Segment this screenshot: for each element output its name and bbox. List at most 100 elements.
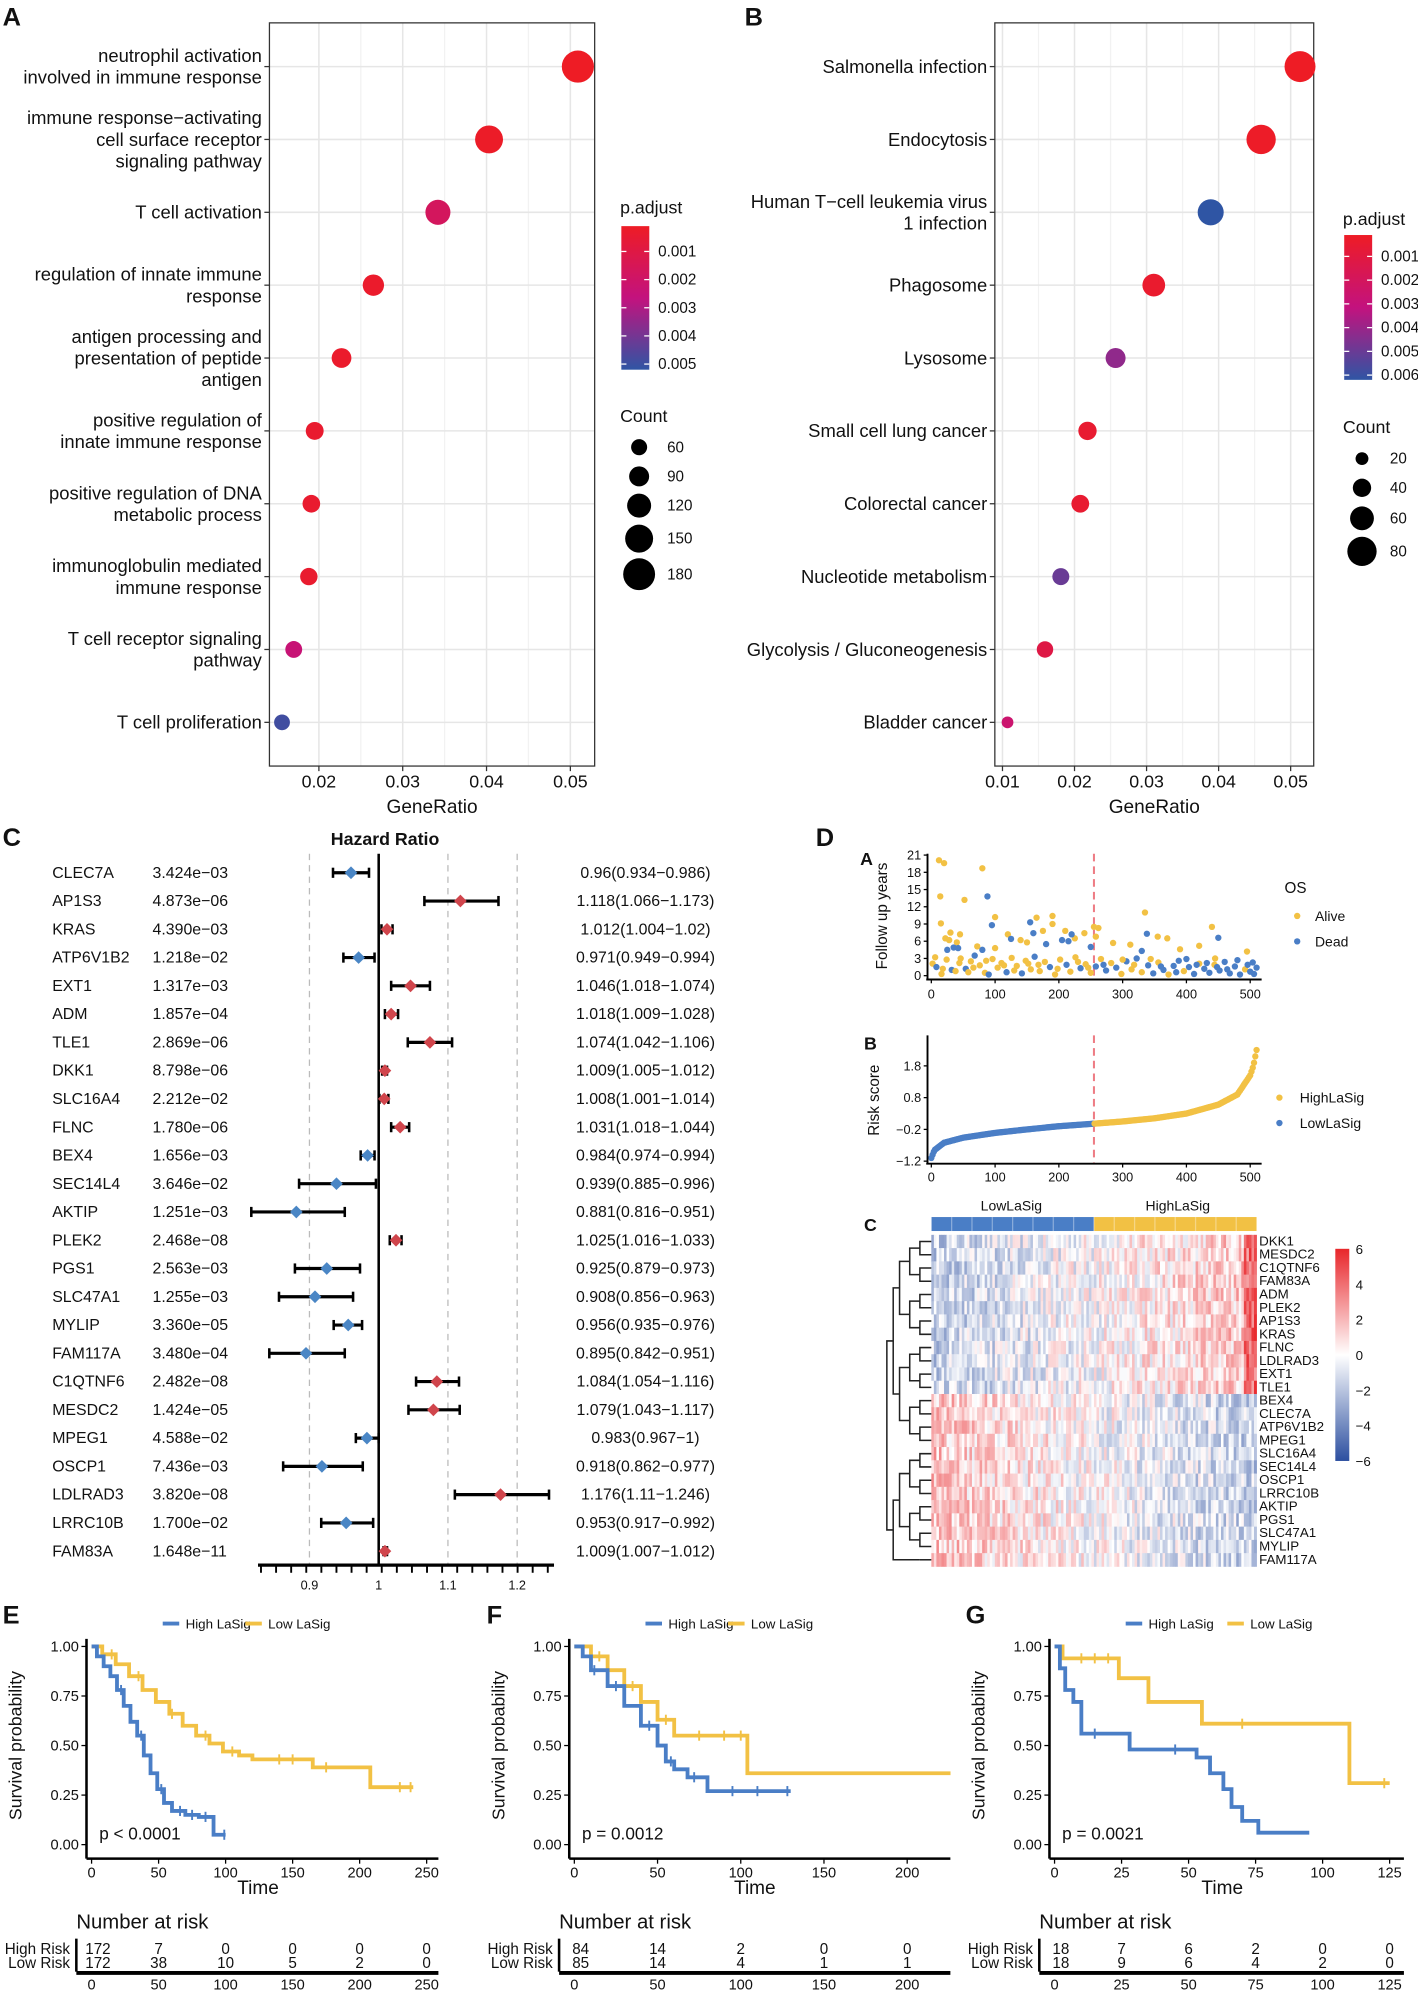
point	[1253, 964, 1260, 971]
dendrogram-branch	[892, 1287, 900, 1395]
heatmap-cell	[1015, 1340, 1019, 1355]
heatmap-cell	[1175, 1287, 1179, 1302]
heatmap-cell	[956, 1460, 960, 1474]
forest-row: ATP6V1B2 1.218e−02 0.971(0.949−0.994)	[52, 950, 715, 967]
heatmap-cell	[1002, 1301, 1006, 1315]
heatmap-cell	[1048, 1327, 1052, 1342]
heatmap-cell	[1180, 1393, 1184, 1408]
gene-name: SEC14L4	[52, 1176, 120, 1193]
heatmap-cell	[1167, 1354, 1171, 1368]
heatmap-cell	[1058, 1553, 1062, 1567]
risk-count: 2	[737, 1941, 745, 1958]
heatmap-cell	[1157, 1327, 1161, 1342]
heatmap-cell	[987, 1234, 991, 1249]
heatmap-cell	[1159, 1234, 1163, 1249]
heatmap-cell	[1030, 1340, 1034, 1355]
heatmap-cell	[1010, 1354, 1014, 1368]
heatmap-cell	[1010, 1367, 1014, 1382]
heatmap-cell	[987, 1473, 991, 1488]
heatmap-cell	[936, 1447, 940, 1461]
heatmap-cell	[1083, 1420, 1087, 1435]
heatmap-cell	[1200, 1407, 1204, 1421]
heatmap-cell	[1063, 1367, 1067, 1382]
heatmap-cell	[1022, 1274, 1026, 1289]
heatmap-cell	[1147, 1248, 1151, 1262]
heatmap-cell	[951, 1539, 955, 1554]
heatmap-cell	[1068, 1433, 1072, 1448]
heatmap-cell	[1193, 1340, 1196, 1355]
heatmap-cell	[1109, 1447, 1113, 1461]
heatmap-cell	[1032, 1274, 1036, 1289]
heatmap-cell	[1142, 1513, 1146, 1528]
heatmap-cell	[946, 1526, 950, 1541]
heatmap-cell	[1086, 1287, 1090, 1302]
heatmap-cell	[1116, 1380, 1120, 1395]
heatmap-cell	[1119, 1367, 1123, 1382]
heatmap-cell	[1243, 1526, 1247, 1541]
heatmap-cell	[1017, 1513, 1021, 1528]
heatmap-cell	[1177, 1301, 1181, 1315]
heatmap-cell	[1129, 1420, 1133, 1435]
heatmap-cell	[1121, 1261, 1125, 1276]
heatmap-cell	[1231, 1486, 1235, 1501]
heatmap-cell	[1050, 1248, 1054, 1262]
heatmap-cell	[982, 1553, 986, 1567]
plot-border	[268, 22, 596, 767]
heatmap-cell	[1241, 1367, 1245, 1382]
heatmap-cell	[1220, 1261, 1224, 1276]
heatmap-cell	[994, 1327, 998, 1342]
hr-diamond	[454, 894, 467, 908]
heatmap-cell	[1180, 1327, 1184, 1342]
heatmap-cell	[964, 1340, 968, 1355]
heatmap-cell	[974, 1513, 978, 1528]
heatmap-cell	[1126, 1460, 1130, 1474]
heatmap-cell	[1017, 1261, 1021, 1276]
heatmap-cell	[1193, 1380, 1196, 1395]
x-axis-title: GeneRatio	[1109, 797, 1200, 818]
heatmap-cell	[1065, 1526, 1069, 1541]
heatmap-cell	[1035, 1447, 1039, 1461]
heatmap-cell	[1248, 1380, 1252, 1395]
heatmap-cell	[1200, 1473, 1204, 1488]
heatmap-cell	[1157, 1314, 1161, 1329]
heatmap-cell	[969, 1539, 973, 1554]
heatmap-cell	[1220, 1526, 1224, 1541]
heatmap-cell	[1091, 1393, 1095, 1408]
heatmap-cell	[1065, 1500, 1069, 1514]
heatmap-cell	[1091, 1301, 1095, 1315]
heatmap-cell	[1220, 1327, 1224, 1342]
heatmap-cell	[1139, 1433, 1143, 1448]
heatmap-cell	[1185, 1274, 1189, 1289]
heatmap-cell	[1231, 1314, 1235, 1329]
heatmap-cell	[1007, 1393, 1011, 1408]
heatmap-cell	[969, 1340, 973, 1355]
heatmap-cell	[1142, 1340, 1146, 1355]
heatmap-cell	[1005, 1553, 1008, 1567]
heatmap-cell	[1027, 1354, 1031, 1368]
heatmap-cell	[997, 1327, 1001, 1342]
heatmap-cell	[1185, 1460, 1189, 1474]
heatmap-cell	[1144, 1354, 1148, 1368]
heatmap-cell	[1165, 1486, 1168, 1501]
heatmap-cell	[1243, 1486, 1247, 1501]
heatmap-cell	[941, 1354, 945, 1368]
heatmap-cell	[1218, 1340, 1222, 1355]
heatmap-cell	[1167, 1393, 1171, 1408]
heatmap-cell	[1248, 1420, 1252, 1435]
heatmap-cell	[1157, 1460, 1161, 1474]
heatmap-cell	[1154, 1407, 1158, 1421]
heatmap-cell	[1116, 1526, 1120, 1541]
heatmap-cell	[1205, 1500, 1209, 1514]
heatmap-cell	[1246, 1500, 1250, 1514]
heatmap-cell	[966, 1393, 970, 1408]
gene-name: AP1S3	[52, 893, 102, 910]
y-axis-title: Follow up years	[874, 862, 891, 969]
x-tick-label: 100	[729, 1866, 753, 1882]
heatmap-cell	[1116, 1460, 1120, 1474]
heatmap-cell	[1063, 1407, 1067, 1421]
heatmap-cell	[1218, 1486, 1222, 1501]
heatmap-cell	[1007, 1234, 1011, 1249]
heatmap-cell	[1093, 1407, 1097, 1421]
heatmap-cell	[1165, 1447, 1168, 1461]
hr-diamond	[361, 1149, 374, 1162]
